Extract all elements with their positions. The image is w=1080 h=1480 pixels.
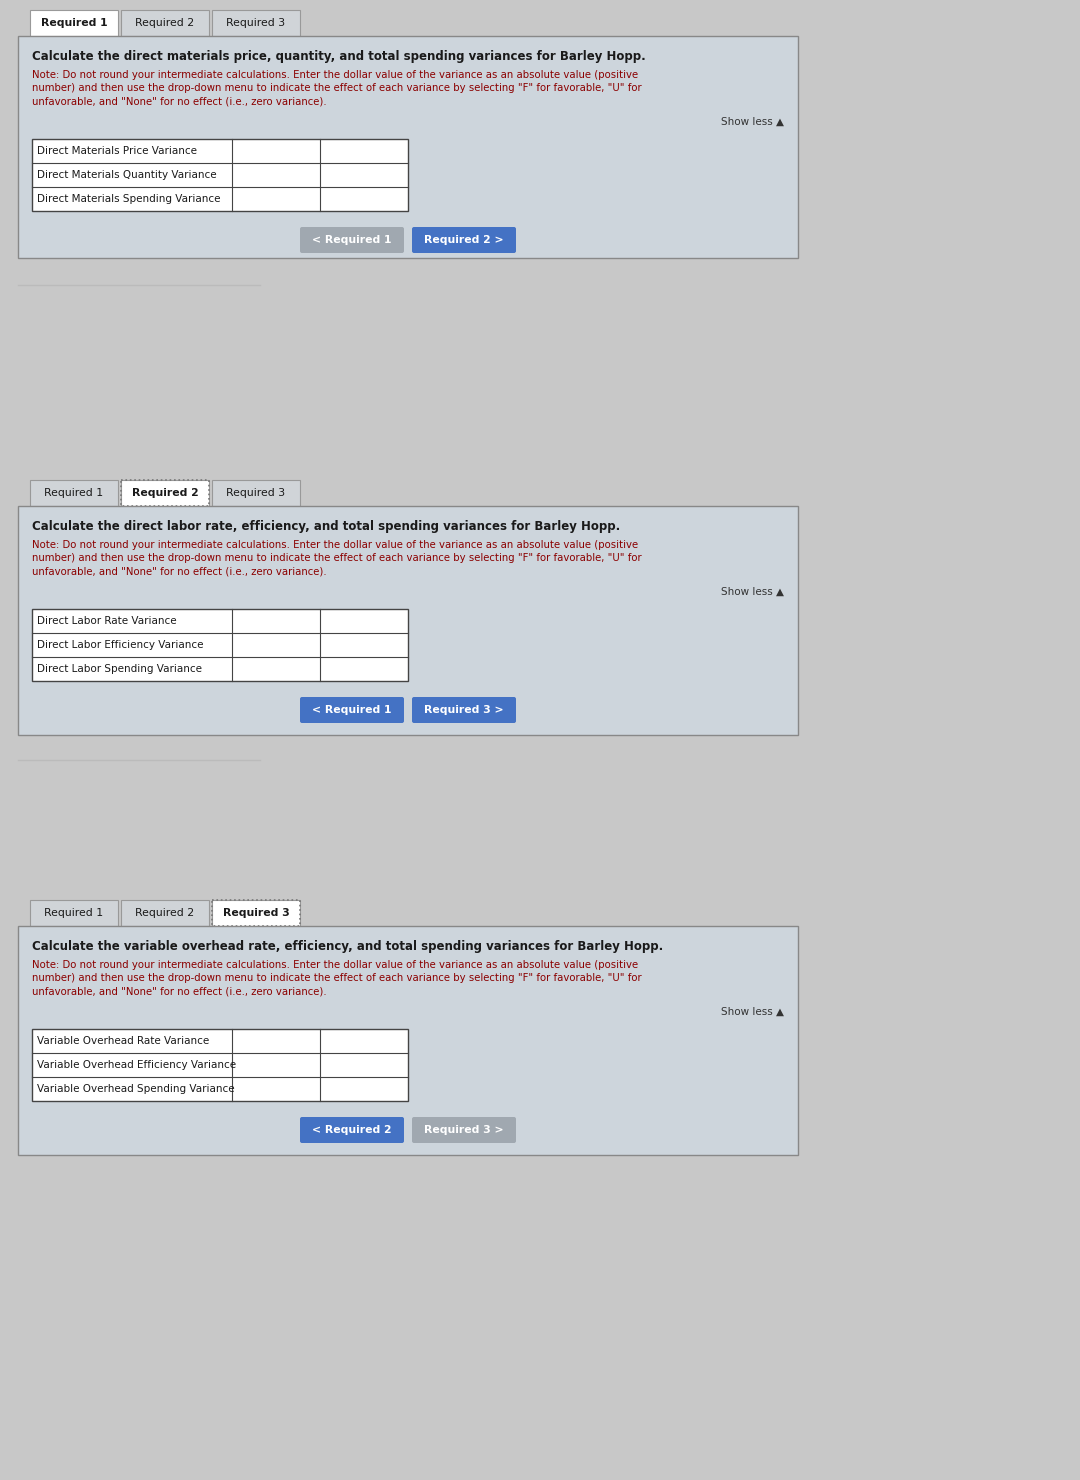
FancyBboxPatch shape	[411, 1117, 516, 1143]
Text: Required 2: Required 2	[135, 909, 194, 918]
Text: number) and then use the drop-down menu to indicate the effect of each variance : number) and then use the drop-down menu …	[32, 83, 642, 93]
Text: Note: Do not round your intermediate calculations. Enter the dollar value of the: Note: Do not round your intermediate cal…	[32, 70, 638, 80]
Bar	[18, 926, 798, 1154]
Text: < Required 1: < Required 1	[312, 704, 392, 715]
Bar	[212, 10, 300, 36]
Text: Required 3: Required 3	[222, 909, 289, 918]
Text: Required 3: Required 3	[227, 18, 285, 28]
Text: unfavorable, and "None" for no effect (i.e., zero variance).: unfavorable, and "None" for no effect (i…	[32, 96, 326, 107]
Text: Direct Materials Quantity Variance: Direct Materials Quantity Variance	[37, 170, 217, 181]
Text: Note: Do not round your intermediate calculations. Enter the dollar value of the: Note: Do not round your intermediate cal…	[32, 961, 638, 969]
Text: Required 1: Required 1	[44, 488, 104, 497]
Text: Note: Do not round your intermediate calculations. Enter the dollar value of the: Note: Do not round your intermediate cal…	[32, 540, 638, 551]
Bar	[212, 900, 300, 926]
Text: Direct Materials Price Variance: Direct Materials Price Variance	[37, 147, 197, 155]
Bar	[121, 480, 210, 506]
Text: Variable Overhead Efficiency Variance: Variable Overhead Efficiency Variance	[37, 1060, 237, 1070]
Text: unfavorable, and "None" for no effect (i.e., zero variance).: unfavorable, and "None" for no effect (i…	[32, 565, 326, 576]
Text: Direct Labor Spending Variance: Direct Labor Spending Variance	[37, 665, 202, 673]
Bar	[121, 900, 210, 926]
Bar	[121, 480, 210, 506]
Bar	[32, 608, 408, 681]
Text: Required 3 >: Required 3 >	[424, 1125, 503, 1135]
Text: Variable Overhead Rate Variance: Variable Overhead Rate Variance	[37, 1036, 210, 1046]
Text: Required 3: Required 3	[227, 488, 285, 497]
Text: Required 1: Required 1	[41, 18, 107, 28]
Text: Show less ▲: Show less ▲	[721, 117, 784, 127]
Text: Direct Labor Efficiency Variance: Direct Labor Efficiency Variance	[37, 639, 203, 650]
Bar	[30, 900, 118, 926]
Text: number) and then use the drop-down menu to indicate the effect of each variance : number) and then use the drop-down menu …	[32, 554, 642, 562]
Text: unfavorable, and "None" for no effect (i.e., zero variance).: unfavorable, and "None" for no effect (i…	[32, 986, 326, 996]
FancyBboxPatch shape	[411, 697, 516, 724]
Text: Direct Labor Rate Variance: Direct Labor Rate Variance	[37, 616, 177, 626]
Text: Show less ▲: Show less ▲	[721, 588, 784, 596]
Text: Required 2: Required 2	[132, 488, 199, 497]
Text: Required 2 >: Required 2 >	[424, 235, 503, 246]
FancyBboxPatch shape	[300, 697, 404, 724]
Bar	[30, 10, 118, 36]
Text: Show less ▲: Show less ▲	[721, 1006, 784, 1017]
FancyBboxPatch shape	[411, 226, 516, 253]
Text: number) and then use the drop-down menu to indicate the effect of each variance : number) and then use the drop-down menu …	[32, 972, 642, 983]
FancyBboxPatch shape	[300, 1117, 404, 1143]
Text: Calculate the variable overhead rate, efficiency, and total spending variances f: Calculate the variable overhead rate, ef…	[32, 940, 663, 953]
Bar	[121, 10, 210, 36]
Bar	[18, 36, 798, 258]
Text: < Required 1: < Required 1	[312, 235, 392, 246]
Text: Calculate the direct labor rate, efficiency, and total spending variances for Ba: Calculate the direct labor rate, efficie…	[32, 519, 620, 533]
Bar	[212, 480, 300, 506]
FancyBboxPatch shape	[300, 226, 404, 253]
Text: Required 3 >: Required 3 >	[424, 704, 503, 715]
Bar	[212, 900, 300, 926]
Text: Direct Materials Spending Variance: Direct Materials Spending Variance	[37, 194, 220, 204]
Text: Calculate the direct materials price, quantity, and total spending variances for: Calculate the direct materials price, qu…	[32, 50, 646, 64]
Text: Required 2: Required 2	[135, 18, 194, 28]
Text: < Required 2: < Required 2	[312, 1125, 392, 1135]
Bar	[32, 139, 408, 212]
Text: Required 1: Required 1	[44, 909, 104, 918]
Text: Variable Overhead Spending Variance: Variable Overhead Spending Variance	[37, 1083, 234, 1094]
Bar	[18, 506, 798, 736]
Bar	[32, 1029, 408, 1101]
Bar	[30, 480, 118, 506]
